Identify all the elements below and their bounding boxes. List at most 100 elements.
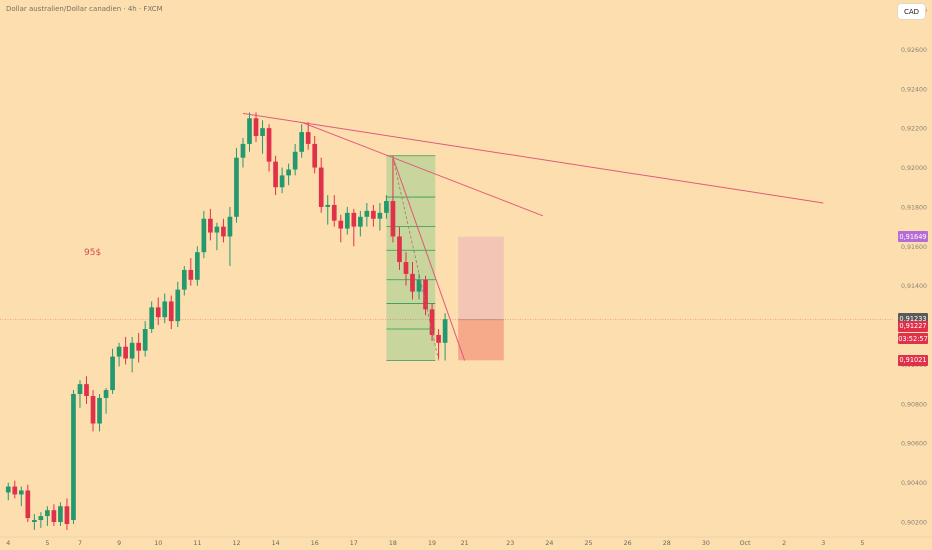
candle-down bbox=[305, 132, 311, 144]
candle-down bbox=[155, 307, 161, 318]
x-tick-label: 9 bbox=[117, 540, 121, 547]
x-tick-label: 26 bbox=[624, 540, 632, 547]
candle-down bbox=[168, 301, 174, 322]
candle-up bbox=[77, 384, 83, 394]
position-target-zone bbox=[458, 319, 504, 361]
candle-up bbox=[103, 390, 109, 398]
x-tick-label: 12 bbox=[232, 540, 240, 547]
x-tick-label: 5 bbox=[45, 540, 49, 547]
x-tick-label: 2 bbox=[782, 540, 786, 547]
candle-up bbox=[110, 356, 115, 391]
candle-down bbox=[12, 486, 18, 495]
candle-up bbox=[357, 216, 363, 227]
y-tick-label: 0,92000 bbox=[901, 165, 927, 172]
y-tick-label: 0,91400 bbox=[901, 283, 927, 290]
candle-down bbox=[84, 384, 89, 396]
candle-down bbox=[318, 167, 324, 207]
candle-down bbox=[410, 273, 415, 292]
candle-up bbox=[71, 394, 76, 521]
candle-down bbox=[351, 212, 357, 227]
candle-up bbox=[129, 342, 135, 359]
price-badge: 03:52:57 bbox=[898, 333, 928, 345]
x-tick-label: 3 bbox=[821, 540, 825, 547]
candle-up bbox=[442, 319, 448, 343]
candle-down bbox=[403, 262, 409, 274]
x-tick-label: 10 bbox=[154, 540, 162, 547]
x-tick-label: 18 bbox=[389, 540, 397, 547]
candle-down bbox=[436, 334, 441, 343]
x-tick-label: 19 bbox=[428, 540, 436, 547]
candle-up bbox=[344, 212, 350, 229]
range-box bbox=[386, 155, 436, 361]
x-tick-label: 16 bbox=[311, 540, 319, 547]
candle-up bbox=[201, 218, 207, 253]
candle-up bbox=[292, 151, 298, 170]
candle-down bbox=[423, 279, 428, 310]
candle-up bbox=[194, 252, 200, 280]
candle-up bbox=[240, 143, 246, 158]
trendline bbox=[392, 157, 466, 361]
candle-up bbox=[97, 397, 102, 424]
trendline bbox=[242, 112, 824, 204]
candle-up bbox=[181, 269, 187, 290]
candle-up bbox=[45, 510, 50, 517]
candle-down bbox=[221, 226, 226, 237]
y-tick-label: 0,92400 bbox=[901, 86, 927, 93]
candle-down bbox=[51, 510, 57, 522]
candle-down bbox=[208, 218, 213, 233]
candle-down bbox=[136, 342, 142, 351]
x-tick-label: 28 bbox=[663, 540, 671, 547]
candle-down bbox=[331, 204, 337, 221]
candle-up bbox=[227, 216, 233, 237]
x-tick-label: 30 bbox=[702, 540, 710, 547]
currency-button[interactable]: CAD bbox=[898, 4, 925, 19]
price-badge: 0,91233 bbox=[898, 313, 928, 325]
symbol-title: Dollar australien/Dollar canadien · 4h ·… bbox=[6, 5, 163, 13]
x-tick-label: 17 bbox=[350, 540, 358, 547]
candle-up bbox=[149, 307, 155, 330]
candle-up bbox=[247, 118, 252, 144]
candle-down bbox=[338, 220, 344, 229]
candle-up bbox=[214, 226, 220, 233]
y-tick-label: 0,92200 bbox=[901, 126, 927, 133]
candle-down bbox=[390, 201, 396, 237]
x-tick-label: 25 bbox=[585, 540, 593, 547]
y-tick-label: 0,90800 bbox=[901, 401, 927, 408]
candle-up bbox=[260, 128, 265, 137]
candle-up bbox=[5, 486, 11, 493]
candle-down bbox=[429, 309, 435, 335]
price-badge: 0,91227 bbox=[898, 320, 928, 332]
candle-up bbox=[116, 346, 122, 357]
candle-down bbox=[188, 269, 194, 280]
candle-down bbox=[123, 346, 128, 359]
x-tick-label: 5 bbox=[860, 540, 864, 547]
candle-up bbox=[325, 204, 331, 207]
candle-up bbox=[416, 279, 422, 292]
candle-up bbox=[286, 169, 291, 176]
candle-up bbox=[58, 506, 63, 522]
annotation-note: 95$ bbox=[84, 248, 102, 258]
candle-up bbox=[18, 490, 24, 495]
candle-up bbox=[175, 289, 181, 322]
y-tick-label: 0,90400 bbox=[901, 480, 927, 487]
candle-up bbox=[377, 212, 383, 219]
x-tick-label: 7 bbox=[78, 540, 82, 547]
price-badge: 0,91649 bbox=[898, 231, 928, 243]
x-tick-label: 24 bbox=[545, 540, 553, 547]
x-tick-label: 14 bbox=[272, 540, 280, 547]
position-stop-zone bbox=[458, 236, 504, 320]
candle-up bbox=[299, 132, 305, 152]
candle-up bbox=[279, 175, 285, 188]
candle-down bbox=[397, 236, 402, 263]
candle-up bbox=[162, 301, 168, 318]
candle-down bbox=[266, 128, 272, 162]
y-tick-label: 0,92600 bbox=[901, 47, 927, 54]
candle-down bbox=[64, 506, 70, 524]
candle-up bbox=[384, 201, 389, 213]
candle-down bbox=[25, 490, 31, 519]
x-tick-label: Oct bbox=[740, 540, 751, 547]
candle-down bbox=[312, 143, 318, 168]
trendline bbox=[301, 121, 544, 217]
